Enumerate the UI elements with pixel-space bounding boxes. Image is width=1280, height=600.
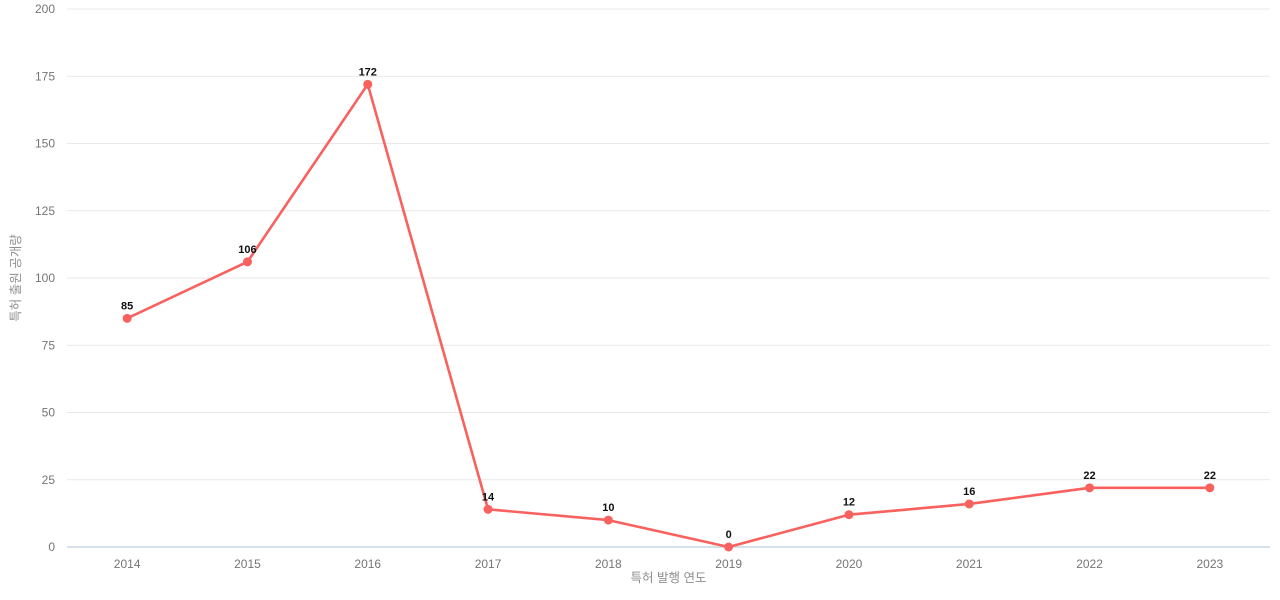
y-axis-title: 특허 출원 공개량 [9,234,23,322]
y-tick-label: 200 [35,2,55,16]
x-tick-label: 2017 [475,557,502,571]
y-tick-label: 150 [35,137,55,151]
x-tick-label: 2016 [354,557,381,571]
data-point-label: 172 [359,66,377,78]
y-tick-label: 75 [42,338,56,352]
data-point[interactable] [724,542,734,552]
x-axis-title: 특허 발행 연도 [631,570,707,585]
data-point-label: 22 [1083,470,1095,482]
data-point-label: 106 [238,244,256,256]
data-point-label: 14 [482,491,495,503]
x-tick-label: 2021 [956,557,983,571]
data-point-label: 85 [121,300,133,312]
data-point[interactable] [483,504,493,514]
y-tick-label: 25 [42,473,56,487]
data-point[interactable] [1205,483,1215,493]
data-point[interactable] [363,79,373,89]
data-point-label: 12 [843,497,855,509]
data-point-label: 10 [602,502,614,514]
x-tick-label: 2022 [1076,557,1103,571]
data-point[interactable] [242,257,252,267]
x-tick-label: 2015 [234,557,261,571]
data-point-label: 22 [1204,470,1216,482]
y-tick-label: 50 [42,406,56,420]
data-point-label: 0 [726,529,732,541]
x-tick-label: 2018 [595,557,622,571]
data-point[interactable] [964,499,974,509]
y-tick-label: 125 [35,204,55,218]
data-point[interactable] [122,313,132,323]
data-point[interactable] [1085,483,1095,493]
data-point[interactable] [844,510,854,520]
x-tick-label: 2020 [836,557,863,571]
y-tick-label: 175 [35,69,55,83]
series-line [125,83,1212,549]
x-tick-label: 2014 [114,557,141,571]
data-point-label: 16 [963,486,975,498]
y-tick-label: 0 [48,540,55,554]
x-tick-label: 2019 [715,557,742,571]
y-tick-label: 100 [35,271,55,285]
x-tick-label: 2023 [1196,557,1223,571]
data-point[interactable] [603,515,613,525]
